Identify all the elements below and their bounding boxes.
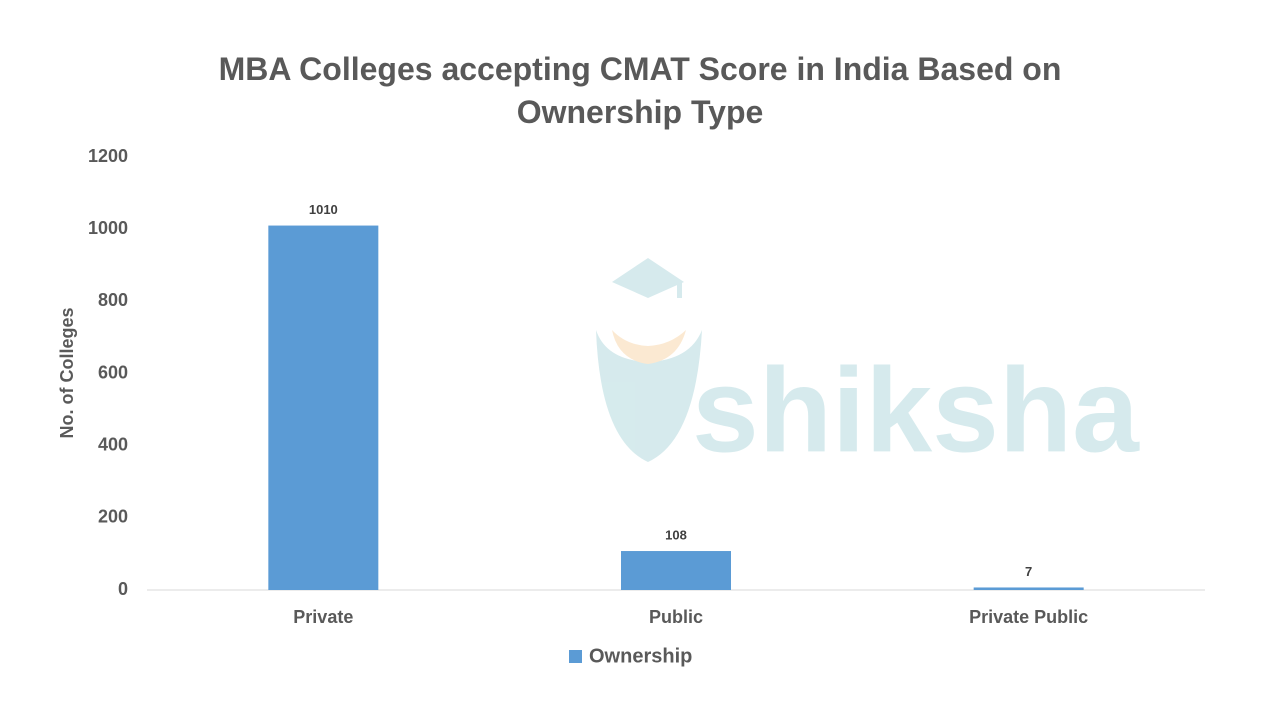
value-label: 7 <box>1025 564 1032 579</box>
x-tick-label: Private Public <box>969 607 1088 627</box>
y-tick-label: 1200 <box>88 146 128 166</box>
legend-label: Ownership <box>589 645 692 667</box>
bar <box>268 225 379 590</box>
x-tick-label: Private <box>293 607 353 627</box>
chart-title: MBA Colleges accepting CMAT Score in Ind… <box>218 51 1062 130</box>
legend-swatch <box>569 650 582 663</box>
x-tick-label: Public <box>649 607 703 627</box>
y-tick-label: 600 <box>98 362 128 382</box>
watermark-logo: shiksha <box>596 258 1140 478</box>
y-tick-label: 400 <box>98 434 128 454</box>
y-tick-label: 200 <box>98 507 128 527</box>
value-label: 1010 <box>309 202 338 217</box>
bar <box>621 551 731 590</box>
y-tick-label: 1000 <box>88 218 128 238</box>
y-tick-label: 800 <box>98 290 128 310</box>
y-tick-label: 0 <box>118 579 128 599</box>
bar <box>973 587 1084 590</box>
watermark-text: shiksha <box>692 344 1140 478</box>
y-axis-label: No. of Colleges <box>57 307 77 438</box>
value-label: 108 <box>665 527 687 542</box>
